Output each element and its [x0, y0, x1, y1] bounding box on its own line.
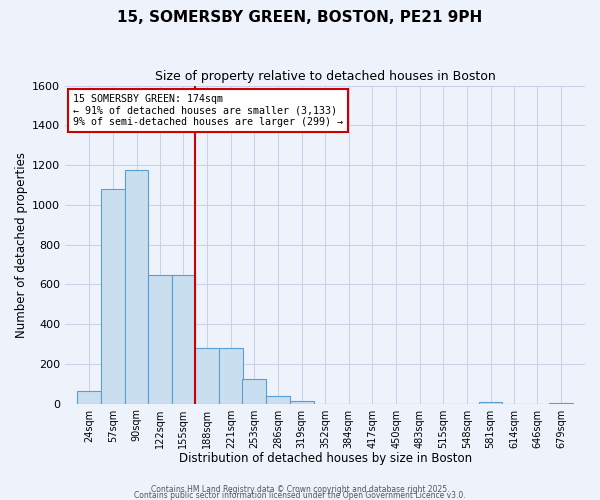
X-axis label: Distribution of detached houses by size in Boston: Distribution of detached houses by size … — [179, 452, 472, 465]
Text: 15 SOMERSBY GREEN: 174sqm
← 91% of detached houses are smaller (3,133)
9% of sem: 15 SOMERSBY GREEN: 174sqm ← 91% of detac… — [73, 94, 343, 126]
Bar — [77, 392, 101, 404]
Text: 15, SOMERSBY GREEN, BOSTON, PE21 9PH: 15, SOMERSBY GREEN, BOSTON, PE21 9PH — [118, 10, 482, 25]
Title: Size of property relative to detached houses in Boston: Size of property relative to detached ho… — [155, 70, 496, 83]
Text: Contains HM Land Registry data © Crown copyright and database right 2025.: Contains HM Land Registry data © Crown c… — [151, 484, 449, 494]
Y-axis label: Number of detached properties: Number of detached properties — [15, 152, 28, 338]
Text: Contains public sector information licensed under the Open Government Licence v3: Contains public sector information licen… — [134, 490, 466, 500]
Bar — [219, 348, 243, 404]
Bar — [242, 379, 266, 404]
Bar — [550, 402, 573, 404]
Bar — [101, 189, 125, 404]
Bar — [479, 402, 502, 404]
Bar — [266, 396, 290, 404]
Bar — [125, 170, 148, 404]
Bar — [148, 276, 172, 404]
Bar — [172, 276, 195, 404]
Bar — [195, 348, 219, 404]
Bar — [290, 400, 314, 404]
